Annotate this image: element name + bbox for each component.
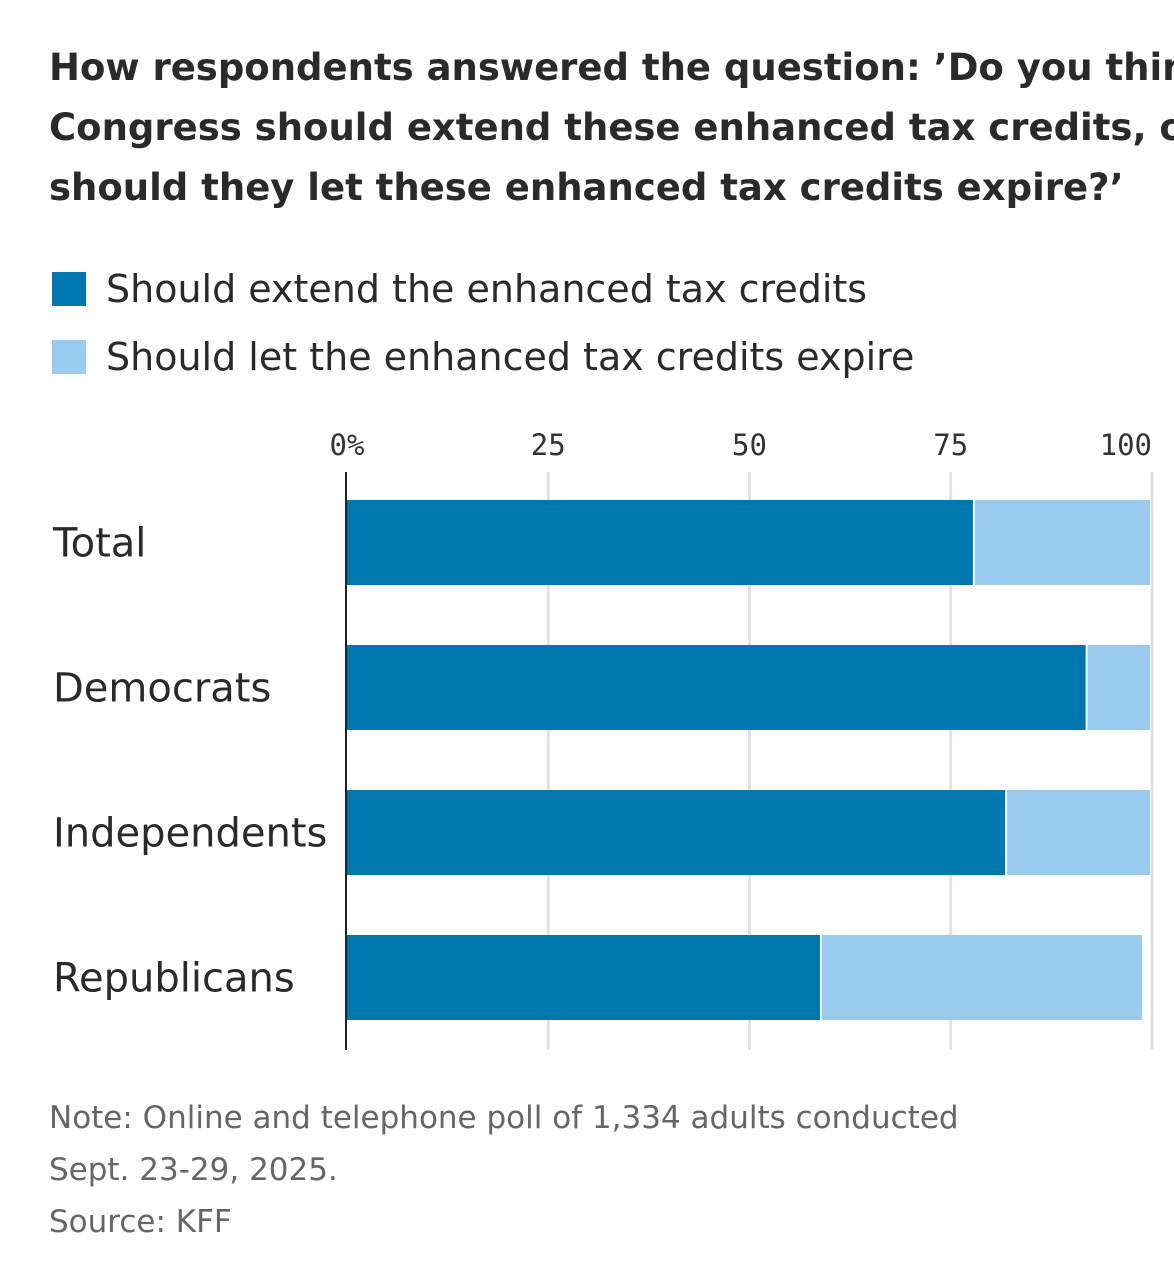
x-tick-label: 25 xyxy=(531,428,566,462)
bar-segment-extend xyxy=(347,935,820,1020)
chart-title-line-3: should they let these enhanced tax credi… xyxy=(49,166,1124,209)
note-line-2: Sept. 23-29, 2025. xyxy=(49,1152,338,1188)
chart-title-line-1: How respondents answered the question: ’… xyxy=(49,46,1174,89)
source-line: Source: KFF xyxy=(49,1204,232,1240)
bar-segment-expire xyxy=(974,500,1150,585)
category-label: Republicans xyxy=(53,956,295,1002)
bar-segment-expire xyxy=(821,935,1142,1020)
x-tick-label: 75 xyxy=(933,428,968,462)
legend-swatch-expire xyxy=(52,340,86,374)
bar-segment-expire xyxy=(1087,645,1150,730)
bar-segment-expire xyxy=(1007,790,1150,875)
chart-title-line-2: Congress should extend these enhanced ta… xyxy=(49,106,1174,149)
bar-segment-extend xyxy=(347,790,1006,875)
x-tick-label: 100 xyxy=(1100,428,1152,462)
note-line-1: Note: Online and telephone poll of 1,334… xyxy=(49,1100,959,1136)
legend-label-expire: Should let the enhanced tax credits expi… xyxy=(106,335,914,379)
x-tick-label: 50 xyxy=(732,428,767,462)
bar-segment-extend xyxy=(347,500,973,585)
category-label: Total xyxy=(52,521,146,567)
legend-label-extend: Should extend the enhanced tax credits xyxy=(106,267,867,311)
legend-swatch-extend xyxy=(52,272,86,306)
x-tick-label: 0% xyxy=(330,428,365,462)
bar-segment-extend xyxy=(347,645,1086,730)
category-label: Independents xyxy=(53,811,327,857)
category-label: Democrats xyxy=(53,666,271,712)
